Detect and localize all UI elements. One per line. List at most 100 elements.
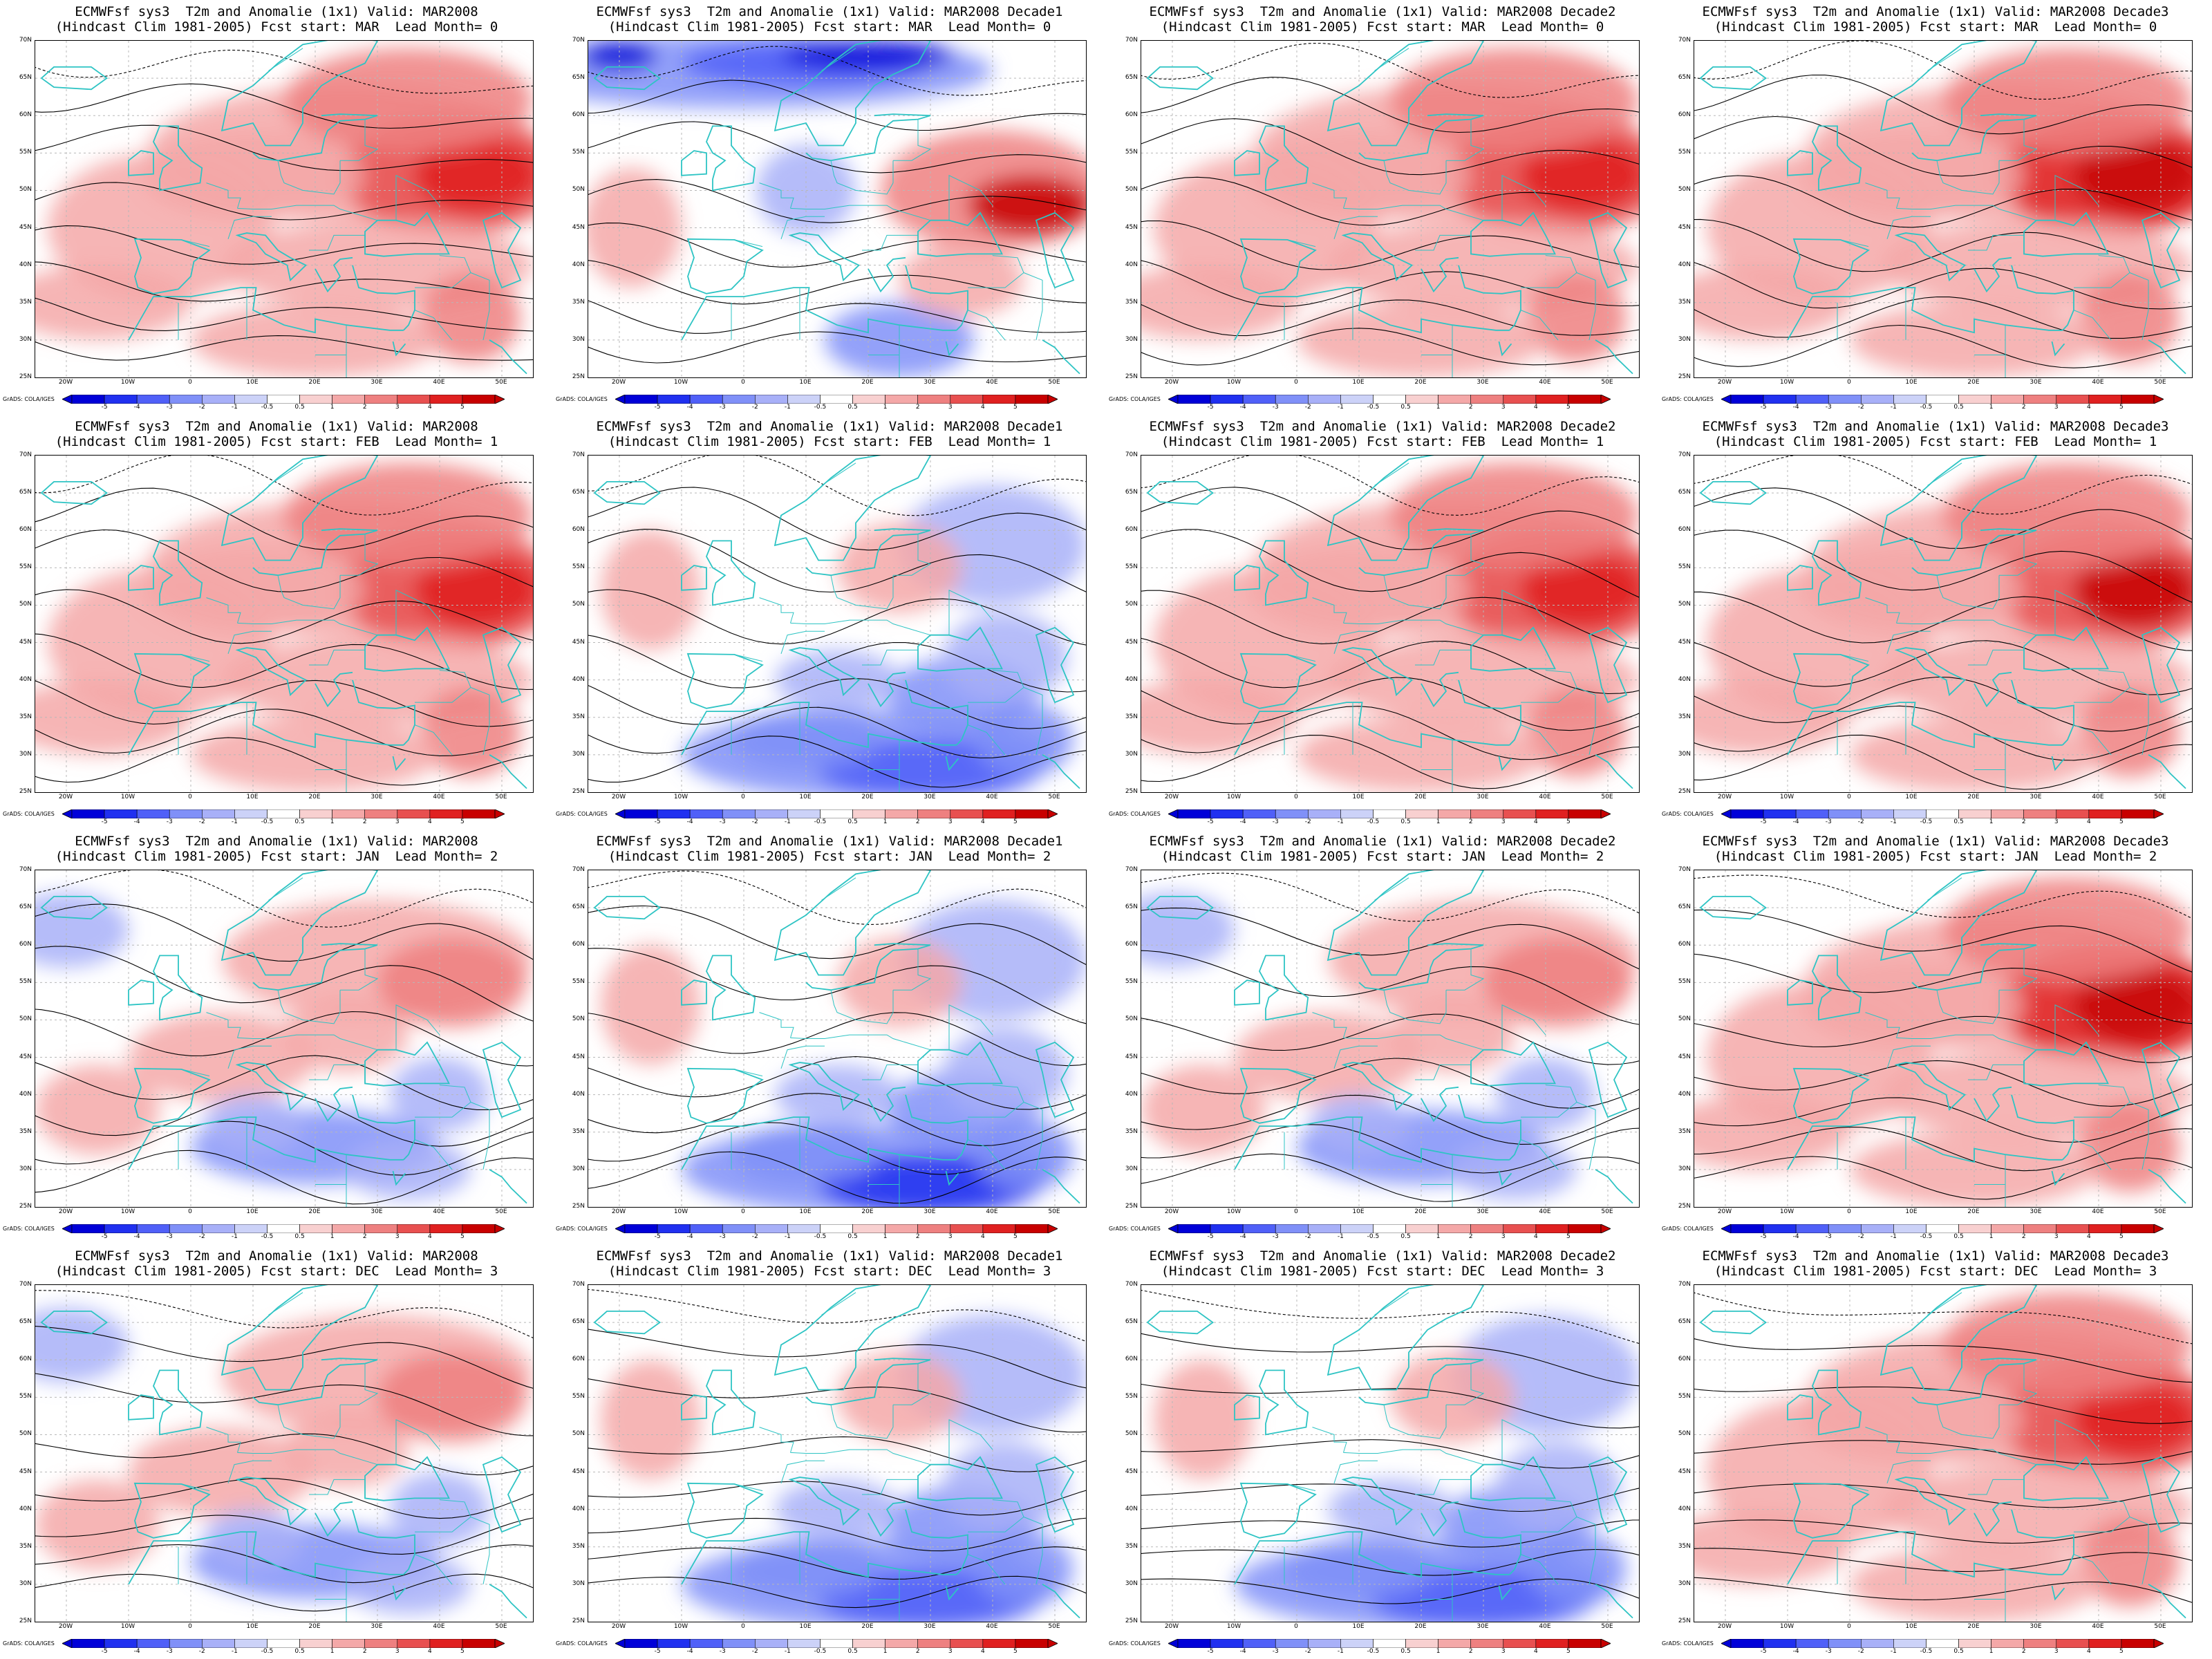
border-line <box>830 575 894 610</box>
colorbar-swatch <box>202 809 235 818</box>
isotherm-line <box>1141 487 1639 550</box>
colorbar-swatch <box>234 395 268 404</box>
colorbar-swatch <box>2056 1639 2090 1648</box>
colorbar-swatch <box>267 1639 300 1648</box>
latitude-label: 25N <box>1125 1203 1138 1210</box>
longitude-label: 40E <box>2092 1623 2104 1630</box>
colorbar-tick: 2 <box>2021 404 2026 411</box>
isotherm-line <box>588 487 1086 551</box>
panel-subtitle: (Hindcast Clim 1981-2005) Fcst start: MA… <box>55 19 498 35</box>
colorbar-tick: -5 <box>101 1648 108 1655</box>
isotherm-line <box>588 635 1086 693</box>
latitude-labels: 70N 65N 60N 55N 50N 45N 40N 35N 30N 25N <box>4 451 33 795</box>
isotherm-contours <box>35 870 533 1205</box>
latitude-labels: 70N 65N 60N 55N 50N 45N 40N 35N 30N 25N <box>557 1281 586 1624</box>
grads-credit: GrADS: COLA/IGES <box>1109 1640 1161 1647</box>
longitude-label: 10W <box>120 1208 135 1215</box>
border-line <box>1886 630 1931 654</box>
colorbar-tick: -2 <box>1857 818 1864 825</box>
colorbar-tick: -0.5 <box>814 404 827 411</box>
longitude-label: 40E <box>433 794 445 800</box>
coastline <box>1259 540 1309 606</box>
colorbar-swatch <box>1275 1639 1309 1648</box>
longitude-label: 30E <box>1477 794 1489 800</box>
coastlines <box>1146 456 1633 789</box>
border-line <box>206 597 241 624</box>
latitude-label: 65N <box>1678 489 1691 496</box>
country-borders <box>1837 48 2149 377</box>
colorbar-tick: -0.5 <box>1367 1648 1380 1655</box>
colorbar-swatch <box>1958 809 1991 818</box>
colorbar-swatch <box>2023 809 2057 818</box>
latitude-label: 70N <box>572 1281 585 1288</box>
longitude-label: 0 <box>188 1208 192 1215</box>
isotherm-contours <box>1141 1290 1639 1604</box>
latitude-label: 50N <box>19 186 32 194</box>
coastline <box>868 1501 906 1537</box>
latitude-label: 50N <box>19 1430 32 1438</box>
isotherm-line <box>35 1290 533 1338</box>
colorbar-tick: -0.5 <box>261 818 274 825</box>
longitude-label: 20W <box>1717 1623 1732 1630</box>
latitude-label: 25N <box>1678 373 1691 380</box>
coastline <box>128 287 404 341</box>
colorbar-legend: -5 -4 -3 -2 -1 -0.5 0.5 1 2 3 4 5 <box>615 395 1058 411</box>
grads-credit: GrADS: COLA/IGES <box>1109 811 1161 817</box>
colorbar-tick: -0.5 <box>814 818 827 825</box>
isotherm-line <box>1141 299 1639 337</box>
colorbar-tick: 4 <box>2086 1233 2091 1240</box>
colorbar-swatch <box>1828 1639 1862 1648</box>
coastline <box>1458 1509 1521 1575</box>
longitude-label: 20W <box>611 1623 626 1630</box>
panel-subtitle: (Hindcast Clim 1981-2005) Fcst start: JA… <box>1714 849 2157 864</box>
isotherm-line <box>1141 1578 1639 1604</box>
anomaly-map <box>35 1284 534 1622</box>
coastline <box>593 1311 662 1335</box>
border-line <box>470 1102 490 1170</box>
colorbar-swatch <box>950 395 984 404</box>
coastline <box>153 955 203 1021</box>
longitude-label: 50E <box>2154 379 2166 386</box>
colorbar-tick: 5 <box>460 1233 465 1240</box>
anomaly-map <box>1141 40 1640 378</box>
coastline <box>1234 980 1260 1006</box>
latitude-label: 30N <box>19 1580 32 1587</box>
border-line <box>1576 1517 1596 1585</box>
colorbar-tick: -2 <box>1857 404 1864 411</box>
graticule <box>1141 870 1639 1207</box>
coastline <box>1421 671 1459 708</box>
colorbar-tick: -4 <box>1792 1648 1799 1655</box>
anomaly-map <box>1694 870 2193 1208</box>
colorbar-swatch <box>1503 395 1537 404</box>
coastline <box>1421 1501 1459 1537</box>
colorbar-tick: -4 <box>133 404 140 411</box>
colorbar-legend: -5 -4 -3 -2 -1 -0.5 0.5 1 2 3 4 5 <box>62 809 505 825</box>
border-line <box>470 272 490 341</box>
latitude-label: 60N <box>1125 1356 1138 1363</box>
colorbar-swatch <box>1438 1639 1471 1648</box>
longitude-label: 20E <box>1414 1623 1427 1630</box>
colorbar-swatch <box>364 1224 398 1233</box>
colorbar-swatch <box>1470 1224 1504 1233</box>
colorbar-swatch <box>1308 1639 1341 1648</box>
latitude-label: 30N <box>1678 1165 1691 1172</box>
longitude-label: 0 <box>188 1623 192 1630</box>
latitude-label: 40N <box>1125 1090 1138 1098</box>
coastline <box>905 679 968 746</box>
border-line <box>1446 119 1485 161</box>
colorbar-tick: 3 <box>2054 1648 2059 1655</box>
isotherm-line <box>1694 41 2192 100</box>
isotherm-line <box>1141 1519 1639 1548</box>
coastline <box>315 671 353 708</box>
coastlines <box>1699 41 2186 375</box>
colorbar-arrow-high <box>1600 395 1611 404</box>
isotherm-contours <box>588 46 1086 364</box>
coastline <box>128 702 404 756</box>
border-line <box>340 1363 379 1405</box>
longitude-label: 0 <box>741 379 745 386</box>
colorbar-legend: -5 -4 -3 -2 -1 -0.5 0.5 1 2 3 4 5 <box>1168 809 1611 825</box>
colorbar-tick: 0.5 <box>1953 404 1964 411</box>
colorbar-tick: 4 <box>1533 1233 1538 1240</box>
border-line <box>2054 175 2099 221</box>
latitude-label: 40N <box>1125 261 1138 268</box>
